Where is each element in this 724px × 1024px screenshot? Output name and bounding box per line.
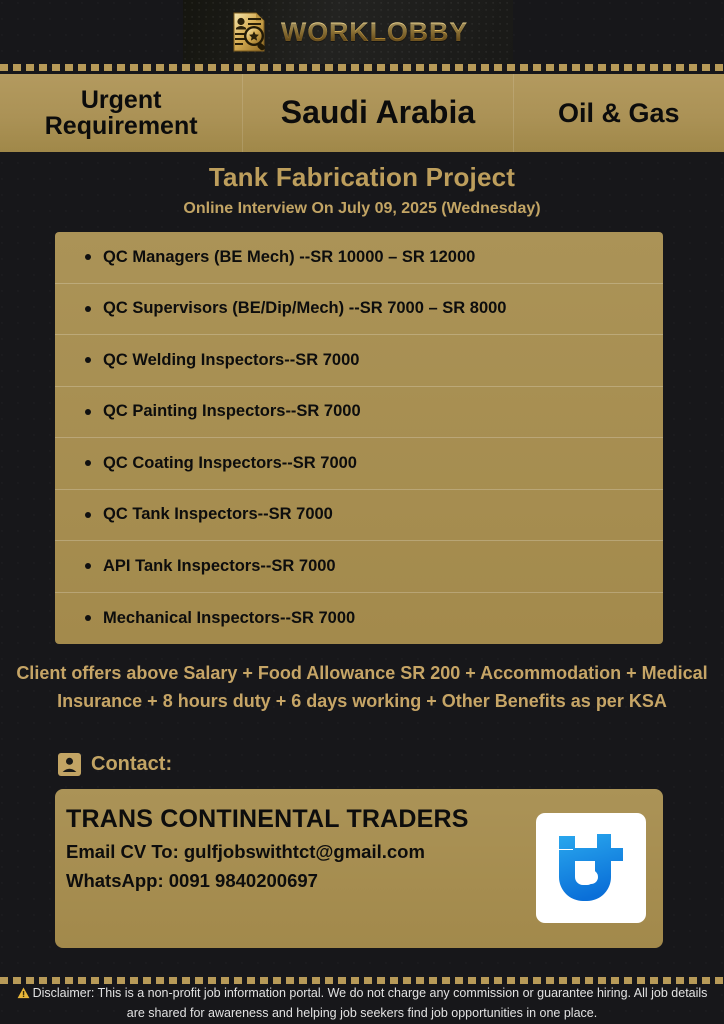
job-title: QC Welding Inspectors--SR 7000	[103, 350, 360, 369]
list-item: QC Managers (BE Mech) --SR 10000 – SR 12…	[55, 232, 663, 284]
bullet-icon	[85, 511, 91, 518]
band-urgent-line2: Requirement	[44, 112, 198, 140]
bullet-icon	[85, 357, 91, 364]
job-title: API Tank Inspectors--SR 7000	[103, 556, 336, 575]
band-cell-urgent: Urgent Requirement	[0, 74, 242, 152]
disclaimer-text: Disclaimer: This is a non-profit job inf…	[32, 986, 708, 1021]
job-list: QC Managers (BE Mech) --SR 10000 – SR 12…	[55, 232, 663, 644]
interview-subtitle: Online Interview On July 09, 2025 (Wedne…	[183, 200, 541, 217]
list-item: QC Welding Inspectors--SR 7000	[55, 335, 663, 387]
bullet-icon	[85, 408, 91, 415]
disclaimer: Disclaimer: This is a non-profit job inf…	[0, 984, 724, 1022]
job-title: QC Coating Inspectors--SR 7000	[103, 453, 357, 472]
list-item: QC Painting Inspectors--SR 7000	[55, 387, 663, 438]
contact-label-text: Contact:	[91, 753, 173, 775]
bullet-icon	[85, 563, 91, 570]
list-item: QC Coating Inspectors--SR 7000	[55, 438, 663, 490]
page-title: Tank Fabrication Project	[208, 162, 516, 192]
job-title: QC Supervisors (BE/Dip/Mech) --SR 7000 –…	[103, 299, 507, 318]
top-dashed-divider	[0, 64, 724, 71]
contact-person-icon	[58, 753, 81, 776]
company-name: TRANS CONTINENTAL TRADERS	[66, 805, 469, 833]
bullet-icon	[85, 254, 91, 261]
bullet-icon	[85, 615, 91, 622]
warning-icon	[17, 986, 30, 1004]
whatsapp-line[interactable]: WhatsApp: 0091 9840200697	[66, 870, 318, 891]
bullet-icon	[85, 460, 91, 467]
brand-banner: WORKLOBBY	[183, 0, 513, 64]
list-item: Mechanical Inspectors--SR 7000	[55, 593, 663, 645]
list-item: QC Tank Inspectors--SR 7000	[55, 490, 663, 541]
job-title: QC Painting Inspectors--SR 7000	[103, 402, 361, 421]
band-cell-country: Saudi Arabia	[242, 74, 514, 152]
contact-card: TRANS CONTINENTAL TRADERS Email CV To: g…	[55, 789, 663, 948]
job-title: QC Tank Inspectors--SR 7000	[103, 505, 333, 524]
list-item: QC Supervisors (BE/Dip/Mech) --SR 7000 –…	[55, 284, 663, 335]
job-title: Mechanical Inspectors--SR 7000	[103, 608, 356, 627]
email-line[interactable]: Email CV To: gulfjobswithtct@gmail.com	[66, 841, 425, 862]
category-band: Urgent Requirement Saudi Arabia Oil & Ga…	[0, 74, 724, 152]
contact-label: Contact:	[58, 753, 172, 776]
job-title: QC Managers (BE Mech) --SR 10000 – SR 12…	[103, 247, 476, 266]
bullet-icon	[85, 305, 91, 312]
band-cell-sector: Oil & Gas	[558, 97, 680, 128]
tct-monogram-logo	[536, 813, 646, 923]
brand-name: WORKLOBBY	[280, 16, 469, 47]
list-item: API Tank Inspectors--SR 7000	[55, 541, 663, 593]
benefits-text: Client offers above Salary + Food Allowa…	[16, 663, 708, 711]
band-urgent-line1: Urgent	[80, 85, 162, 114]
bottom-dashed-divider	[0, 977, 724, 984]
document-search-icon	[228, 10, 272, 54]
